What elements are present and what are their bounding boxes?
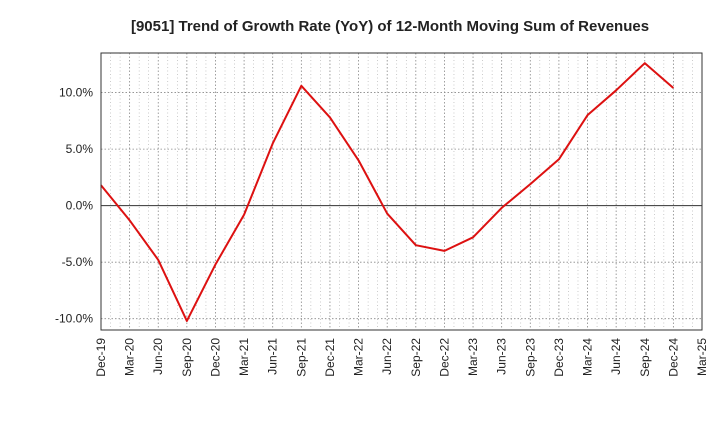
x-tick-label: Sep-22 — [409, 338, 423, 377]
x-tick-label: Dec-19 — [94, 338, 108, 377]
y-tick-label: 10.0% — [59, 86, 93, 100]
x-tick-label: Jun-22 — [380, 338, 394, 375]
y-tick-label: -5.0% — [62, 255, 94, 269]
x-tick-label: Jun-21 — [266, 338, 280, 375]
x-tick-label: Dec-20 — [208, 338, 222, 377]
y-tick-label: 5.0% — [66, 142, 94, 156]
y-tick-label: -10.0% — [55, 312, 93, 326]
x-tick-label: Jun-20 — [151, 338, 165, 375]
y-tick-label: 0.0% — [66, 199, 94, 213]
x-tick-label: Sep-23 — [523, 338, 537, 377]
x-tick-label: Sep-20 — [180, 338, 194, 377]
x-axis-ticks: Dec-19 Mar-20 Jun-20 Sep-20 Dec-20 Mar-21 Jun-… — [94, 338, 709, 377]
x-tick-label: Mar-21 — [237, 338, 251, 376]
series-line — [100, 62, 675, 322]
x-tick-label: Mar-20 — [123, 338, 137, 376]
chart-title: [9051] Trend of Growth Rate (YoY) of 12-… — [131, 18, 649, 35]
x-tick-label: Dec-24 — [666, 338, 680, 377]
x-tick-label: Mar-22 — [352, 338, 366, 376]
x-tick-label: Mar-25 — [695, 338, 709, 376]
x-tick-label: Jun-24 — [609, 338, 623, 375]
x-tick-label: Jun-23 — [495, 338, 509, 375]
grid-lines — [101, 53, 702, 330]
x-tick-label: Mar-23 — [466, 338, 480, 376]
x-tick-label: Dec-23 — [552, 338, 566, 377]
series-layer — [100, 62, 675, 322]
x-tick-label: Mar-24 — [581, 338, 595, 376]
plot-frame — [100, 52, 703, 331]
x-tick-label: Dec-21 — [323, 338, 337, 377]
x-tick-label: Dec-22 — [437, 338, 451, 377]
y-axis-ticks: -10.0% -5.0% 0.0% 5.0% 10.0% — [55, 86, 93, 326]
x-tick-label: Sep-21 — [294, 338, 308, 377]
x-tick-label: Sep-24 — [638, 338, 652, 377]
